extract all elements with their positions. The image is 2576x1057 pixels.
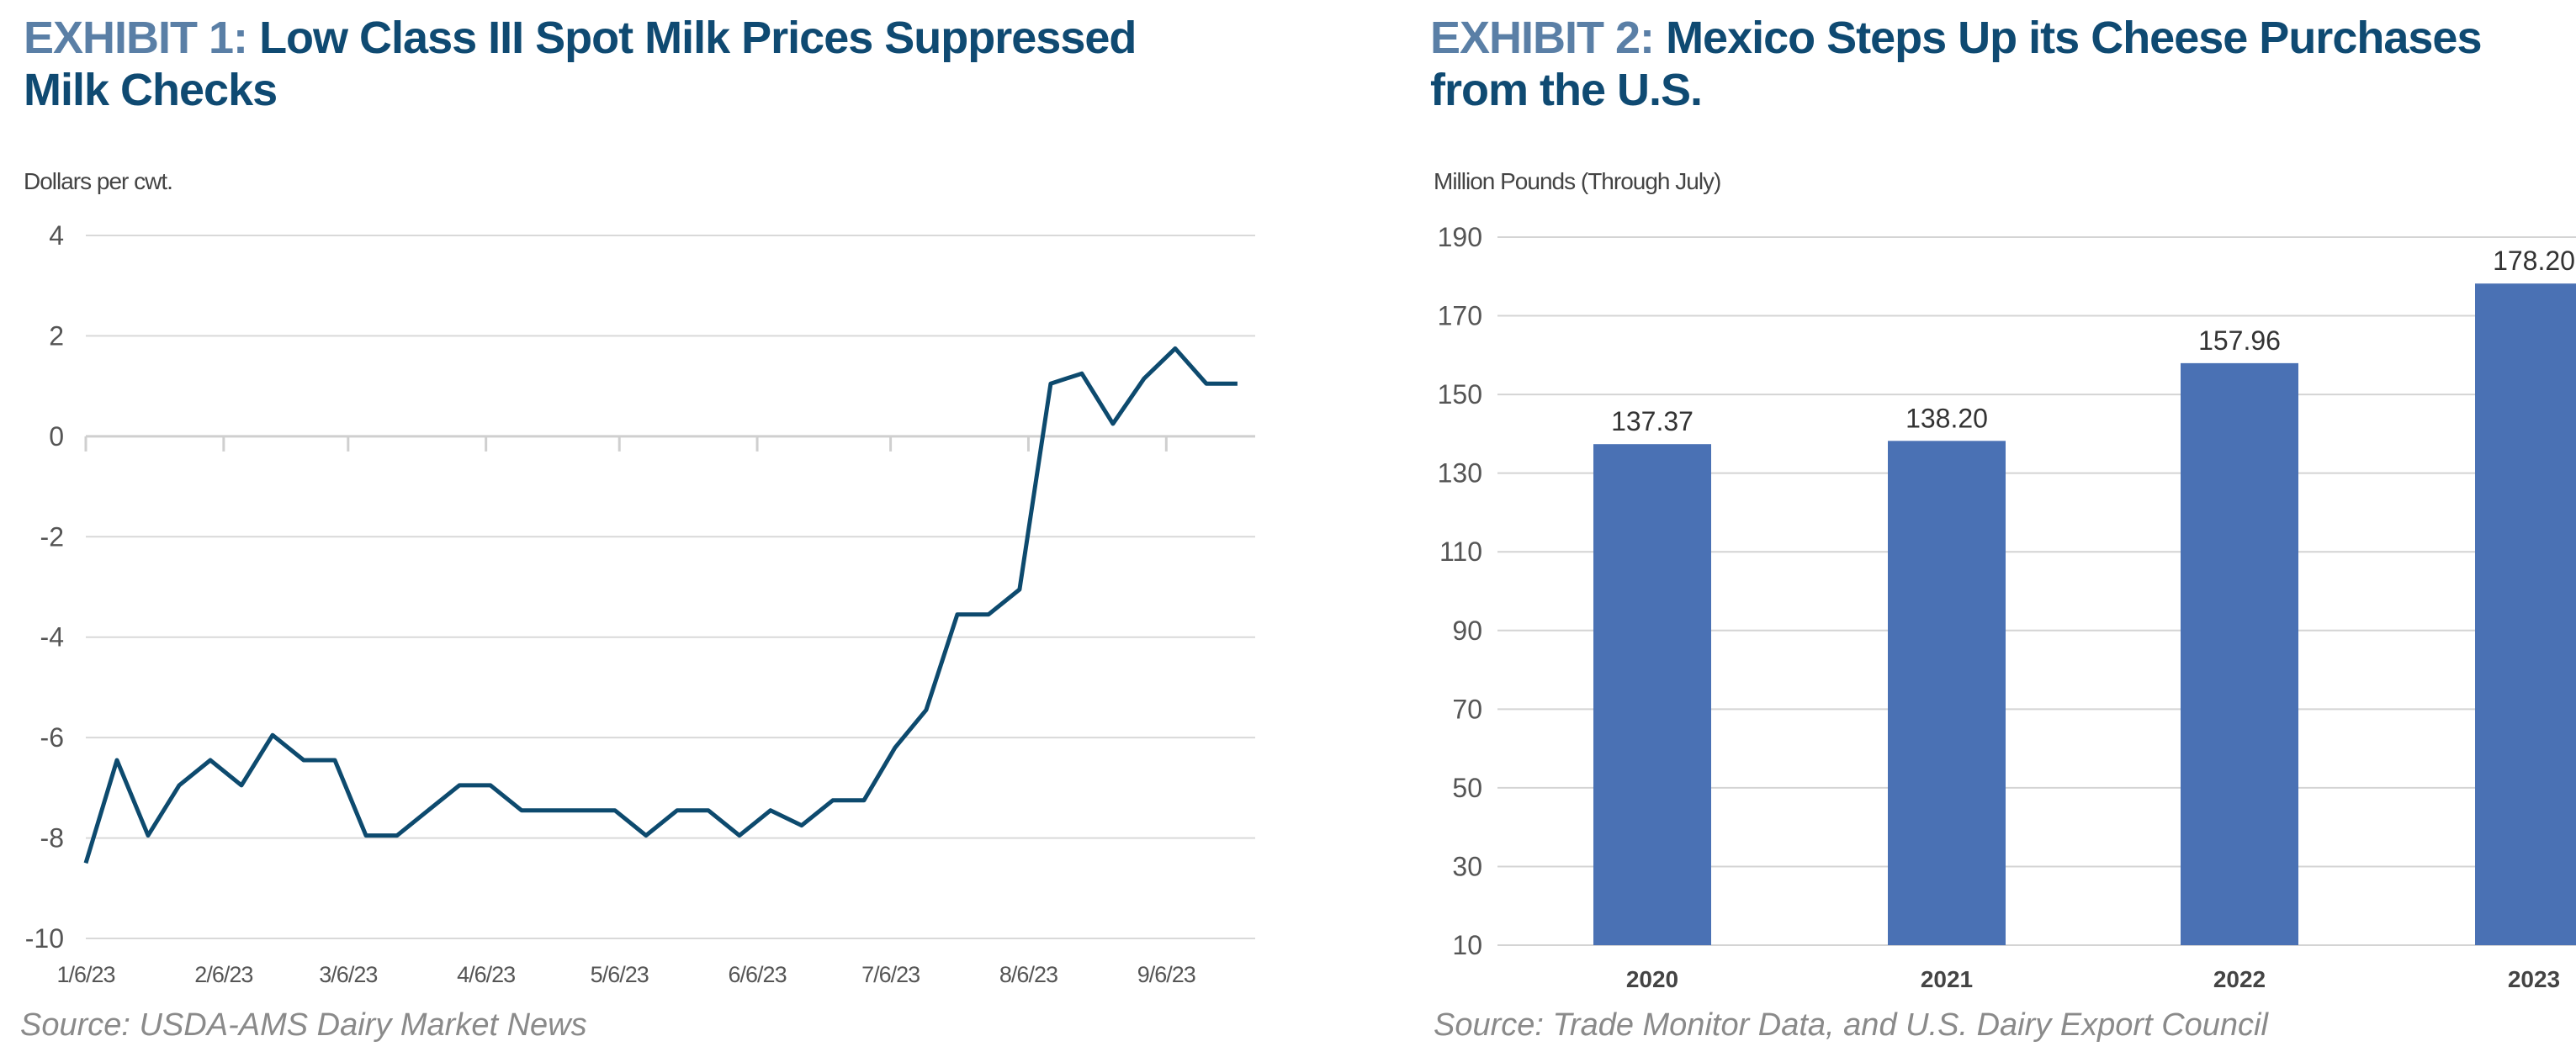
exhibit-1-y-unit: Dollars per cwt. [24,168,173,194]
y-tick-label: -10 [25,923,64,954]
exhibit-2-source: Source: Trade Monitor Data, and U.S. Dai… [1434,1007,2268,1043]
y-tick-label: -6 [40,722,64,753]
y-tick-label: 10 [1452,930,1482,960]
data-label: 157.96 [2198,325,2281,356]
x-tick-label: 1/6/23 [56,962,114,987]
exhibit-1-source: Source: USDA-AMS Dairy Market News [20,1007,587,1043]
y-tick-label: 150 [1438,379,1482,410]
y-tick-label: -8 [40,823,64,854]
y-tick-label: 170 [1438,301,1482,331]
x-tick-label: 2022 [2213,966,2266,992]
exhibit-2-prefix: EXHIBIT 2: [1430,13,1655,63]
y-tick-label: 50 [1452,773,1482,803]
exhibit-1-prefix: EXHIBIT 1: [24,13,248,63]
x-tick-label: 9/6/23 [1137,962,1195,987]
bar-2023 [2475,283,2576,946]
y-tick-label: 90 [1452,616,1482,646]
x-tick-label: 3/6/23 [319,962,377,987]
x-tick-label: 7/6/23 [861,962,920,987]
x-tick-label: 2023 [2508,966,2560,992]
bar-2021 [1888,441,2006,945]
x-tick-label: 2021 [1921,966,1973,992]
exhibit-2-y-unit: Million Pounds (Through July) [1434,168,1721,194]
data-label: 138.20 [1905,403,1988,433]
exhibit-2-title-text: Mexico Steps Up its Cheese Purchases fro… [1430,13,2482,115]
exhibit-1-title: EXHIBIT 1: Low Class III Spot Milk Price… [24,12,1201,116]
y-tick-label: -4 [40,622,64,653]
y-tick-label: 70 [1452,694,1482,724]
data-label: 178.20 [2493,246,2575,276]
exhibit-2-title: EXHIBIT 2: Mexico Steps Up its Cheese Pu… [1430,12,2524,116]
y-tick-label: 4 [49,220,64,251]
y-tick-label: -2 [40,521,64,552]
y-tick-label: 110 [1439,536,1482,567]
x-tick-label: 6/6/23 [729,962,787,987]
x-tick-label: 2020 [1626,966,1678,992]
y-tick-label: 30 [1452,851,1482,881]
data-label: 137.37 [1611,406,1693,436]
bar-2022 [2181,362,2298,946]
y-tick-label: 0 [49,421,64,452]
x-tick-label: 5/6/23 [591,962,649,987]
x-tick-label: 4/6/23 [457,962,515,987]
y-tick-label: 190 [1438,222,1482,252]
exhibit-1-title-text: Low Class III Spot Milk Prices Suppresse… [24,13,1137,115]
y-tick-label: 2 [49,320,64,351]
x-tick-label: 8/6/23 [999,962,1057,987]
exhibit-1-line-chart: 4 2 0 -2 -4 -6 -8 -10 1/6/23 2/6/23 3/6/23 4/6/23 5/… [25,220,1255,987]
y-tick-label: 130 [1438,458,1482,489]
x-tick-label: 2/6/23 [194,962,252,987]
bar-2020 [1593,444,1711,945]
price-line [83,346,1238,864]
